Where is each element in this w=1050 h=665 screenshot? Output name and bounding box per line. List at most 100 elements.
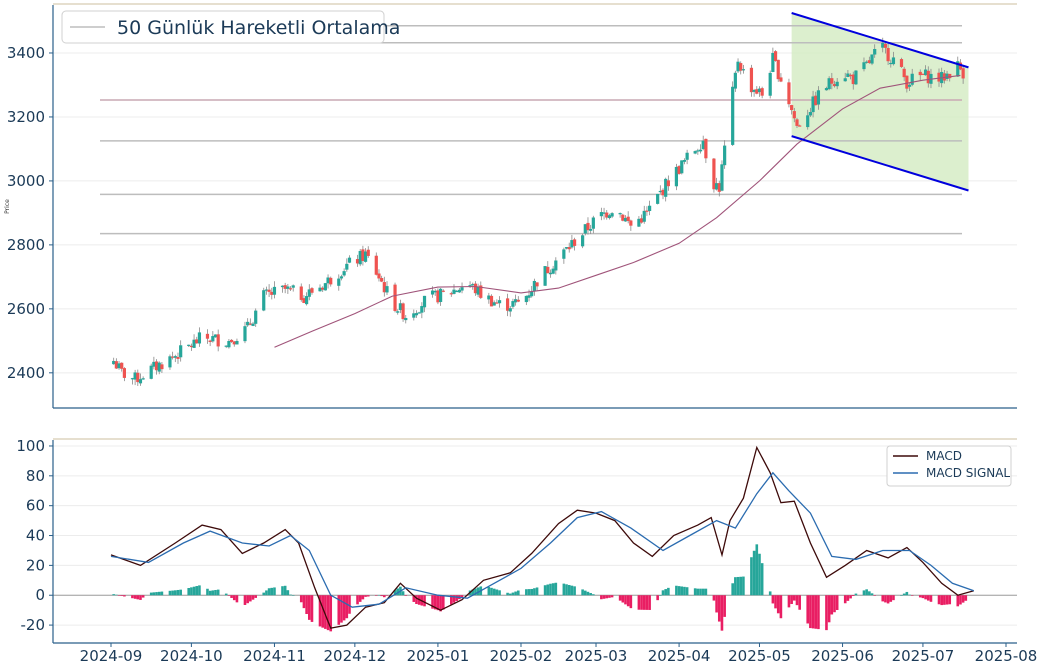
macd-histogram-bar (929, 595, 933, 602)
candle-body (497, 300, 502, 304)
macd-histogram-bar (811, 595, 815, 629)
candle-body (197, 332, 202, 344)
macd-histogram-bar (642, 595, 646, 610)
macd-histogram-bar (136, 595, 140, 600)
candle-body (851, 74, 855, 85)
macd-histogram-bar (206, 588, 209, 596)
macd-histogram-bar (345, 595, 349, 619)
candle-body (505, 298, 510, 311)
candle-body (546, 266, 550, 274)
candle-body (149, 365, 153, 379)
x-tick-label: 2024-12 (324, 647, 387, 665)
macd-histogram-bar (530, 588, 534, 596)
macd-histogram-bar (605, 595, 609, 599)
candle-body (530, 291, 534, 297)
macd-histogram-bar (943, 595, 946, 605)
macd-histogram-bar (809, 595, 812, 629)
candle-body (591, 217, 595, 229)
macd-histogram-bar (289, 594, 292, 596)
candle-body (262, 290, 266, 311)
macd-histogram-bar (774, 595, 777, 609)
macd-histogram-bar (908, 594, 911, 596)
macd-histogram-bar (798, 595, 801, 610)
macd-histogram-bar (806, 595, 810, 624)
macd-histogram-bar (262, 592, 266, 596)
candle-body (254, 310, 258, 324)
candle-body (211, 336, 215, 342)
candle-body (492, 302, 496, 306)
x-tick-label: 2025-06 (811, 647, 874, 665)
candle-body (251, 323, 255, 326)
macd-histogram-bar (495, 589, 499, 596)
candle-body (189, 345, 193, 348)
macd-histogram-bar (583, 590, 587, 596)
candle-body (771, 52, 775, 72)
macd-histogram-bar (195, 586, 199, 596)
candle-body (548, 272, 553, 275)
candle-body (361, 249, 365, 261)
macd-histogram-bar (267, 588, 271, 596)
macd-histogram-bar (843, 595, 847, 604)
macd-histogram-bar (433, 595, 437, 610)
macd-histogram-bar (431, 595, 434, 609)
candle-body (495, 302, 499, 304)
candle-body (581, 235, 585, 247)
candle-body (213, 334, 218, 338)
candle-body (449, 293, 453, 295)
macd-histogram-bar (562, 583, 566, 596)
candle-body (661, 189, 665, 196)
macd-histogram-bar (964, 595, 968, 601)
candle-body (130, 378, 135, 380)
macd-histogram-bar (471, 589, 475, 596)
candle-body (321, 287, 325, 290)
macd-histogram-bar (892, 595, 895, 601)
candle-body (430, 290, 435, 295)
macd-histogram-bar (243, 595, 247, 605)
candle-body (382, 282, 386, 293)
macd-histogram-bar (693, 588, 697, 596)
macd-y-tick-label: -20 (21, 616, 46, 634)
candle-body (229, 339, 234, 342)
candle-body (323, 283, 327, 291)
macd-histogram-bar (581, 589, 584, 596)
candle-body (736, 61, 740, 72)
macd-histogram-bar (535, 587, 539, 596)
candle-body (176, 356, 180, 359)
macd-histogram-bar (318, 595, 322, 627)
candle-body (883, 43, 888, 48)
macd-histogram-bar (439, 595, 442, 612)
candle-body (704, 138, 708, 159)
candle-body (377, 273, 381, 279)
candle-body (926, 70, 930, 84)
candle-body (318, 287, 322, 292)
macd-histogram-bar (701, 588, 705, 596)
macd-histogram-bar (573, 586, 576, 596)
macd-histogram-bar (273, 587, 276, 596)
candle-body (776, 59, 780, 80)
macd-histogram-bar (846, 595, 850, 601)
macd-histogram-bar (675, 585, 678, 596)
candle-body (873, 49, 877, 55)
candle-body (487, 295, 491, 300)
macd-histogram-bar (270, 587, 274, 596)
candle-body (795, 119, 799, 126)
signal-legend-label: MACD SIGNAL (926, 466, 1010, 480)
candle-body (607, 215, 612, 219)
macd-histogram-bar (198, 585, 201, 596)
macd-histogram-bar (814, 595, 818, 629)
candle-body (133, 372, 137, 380)
macd-histogram-bar (608, 595, 611, 598)
price-y-tick-label: 3000 (7, 172, 45, 190)
candle-body (329, 277, 333, 285)
candle-body (374, 255, 378, 275)
macd-histogram-bar (720, 595, 724, 631)
candle-body (272, 286, 277, 295)
macd-histogram-bar (356, 595, 359, 605)
macd-histogram-bar (302, 595, 306, 609)
macd-histogram-bar (393, 590, 397, 596)
candle-body (398, 303, 403, 311)
candle-body (235, 340, 239, 345)
candle-body (136, 372, 140, 383)
macd-histogram-bar (452, 595, 456, 603)
candle-body (680, 160, 684, 174)
